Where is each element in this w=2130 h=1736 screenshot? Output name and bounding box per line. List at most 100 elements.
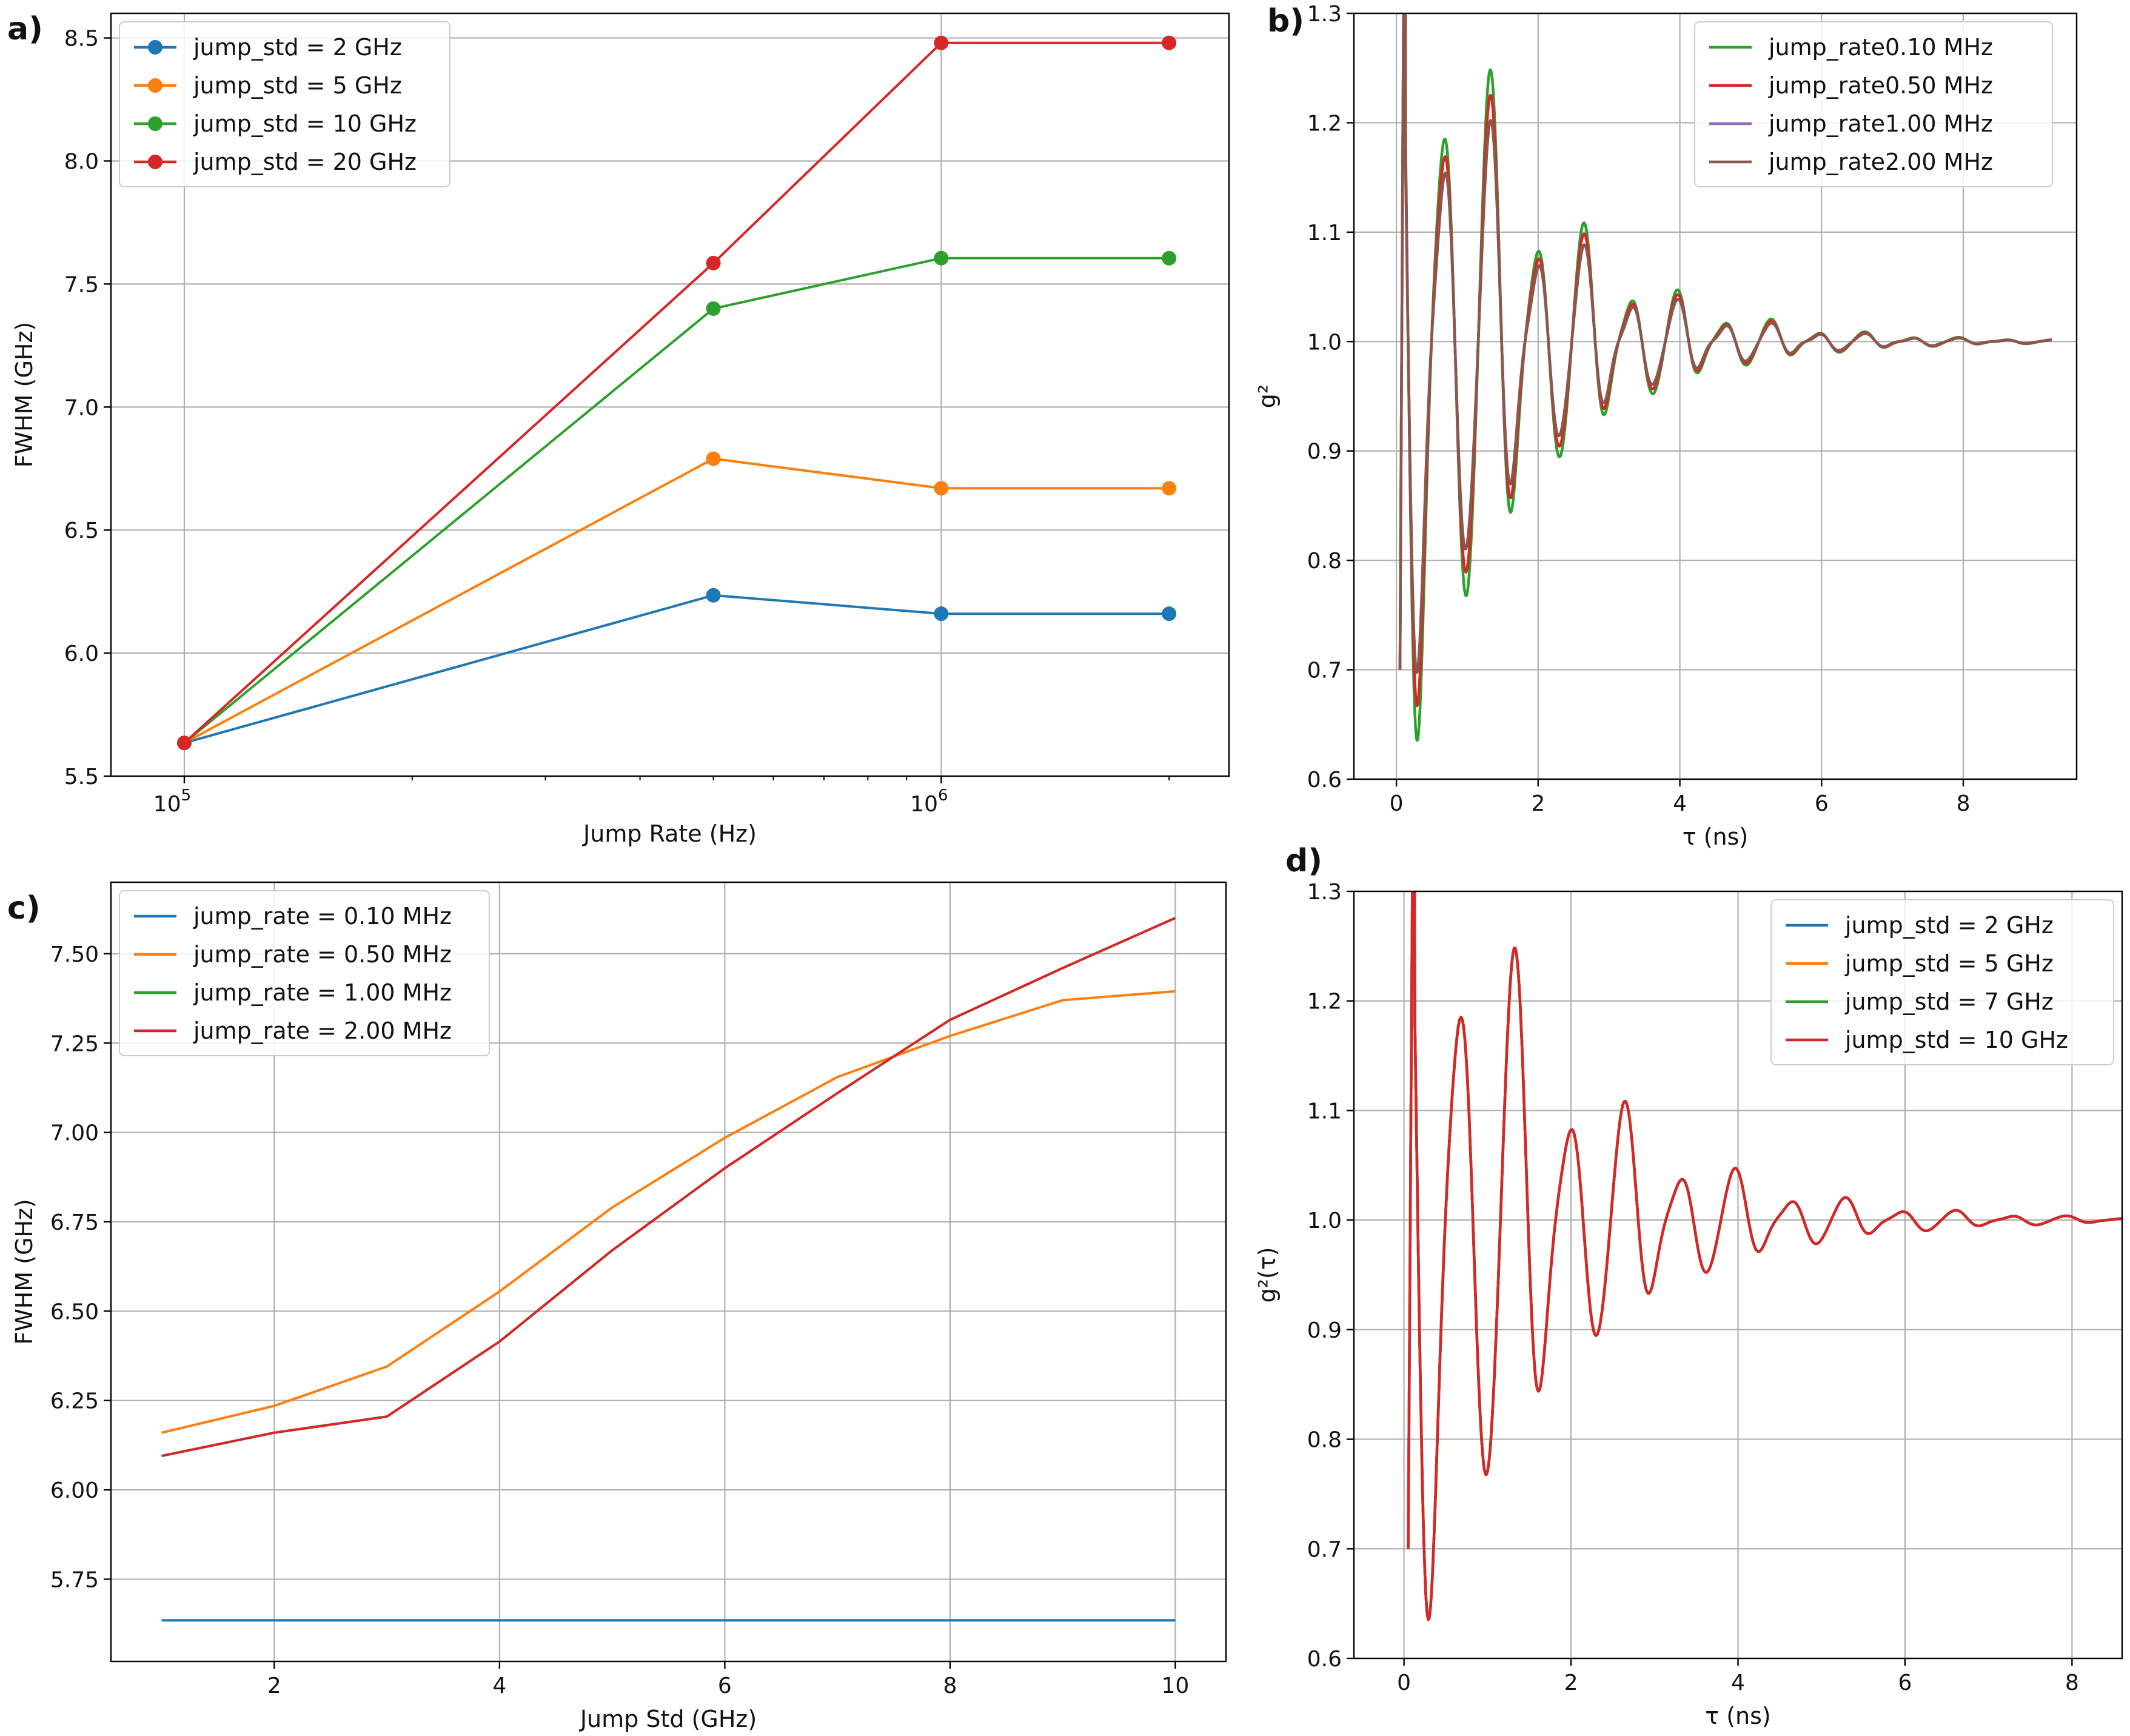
x-tick-label: 106 (910, 786, 948, 817)
data-point (1162, 250, 1177, 266)
y-tick-label: 1.2 (1307, 990, 1342, 1014)
series-line-1 (184, 594, 1170, 745)
y-tick-label: 1.1 (1307, 221, 1342, 246)
panel-c: 2 4 6 8 10 5.75 6.00 6.25 6.50 6.75 7.00 7.25 7.50 Ju… (7, 881, 1227, 1732)
legend: jump_std = 2 GHz jump_std = 5 GHz jump_std… (1770, 899, 2114, 1065)
data-point (706, 588, 721, 603)
y-tick-label: 7.50 (50, 942, 99, 967)
legend-marker (148, 40, 162, 55)
data-point (706, 451, 721, 466)
legend-entry: jump_std = 7 GHz (1844, 988, 2054, 1015)
panel-b: 0 2 4 6 8 0.6 0.7 0.8 0.9 1.0 1.1 1.2 1.3 τ (ns) g² b) j… (1254, 2, 2078, 850)
legend-entry: jump_std = 5 GHz (193, 72, 402, 99)
y-axis-label: g² (1254, 384, 1281, 408)
legend-entry: jump_rate = 0.10 MHz (193, 903, 452, 930)
y-tick-label: 0.9 (1307, 440, 1342, 464)
y-tick-label: 0.8 (1307, 549, 1342, 574)
legend-marker (148, 155, 162, 169)
x-tick-label: 4 (1731, 1671, 1745, 1695)
series-line-2 (161, 990, 1176, 1434)
x-tick-label: 8 (2065, 1671, 2079, 1695)
x-tick-label: 10 (1162, 1674, 1190, 1698)
legend-entry: jump_std = 10 GHz (193, 110, 417, 137)
panel-label: a) (7, 11, 43, 47)
plot-area (1407, 891, 2122, 1621)
y-tick-label: 0.6 (1307, 768, 1342, 793)
panel-a: 105 106 5.5 6.0 6.5 7.0 7.5 8.0 8.5 Jump Rate (Hz… (7, 11, 1230, 847)
x-tick-label: 6 (1898, 1671, 1912, 1695)
y-tick-label: 7.0 (64, 395, 99, 420)
data-point (176, 736, 192, 751)
y-tick-label: 6.00 (50, 1478, 99, 1503)
x-tick-label: 0 (1390, 791, 1404, 816)
x-axis-label: Jump Std (GHz) (579, 1706, 757, 1732)
series-line-4 (161, 917, 1176, 1458)
series-line-4 (1407, 891, 2122, 1621)
legend-box (119, 890, 490, 1056)
x-tick-label: 4 (1673, 791, 1687, 816)
y-tick-label: 1.1 (1307, 1099, 1342, 1124)
plot-area (176, 35, 1177, 751)
panel-label: d) (1285, 843, 1322, 879)
legend: jump_rate0.10 MHz jump_rate0.50 MHz jump_r… (1694, 21, 2053, 187)
y-tick-label: 1.0 (1307, 330, 1342, 355)
y-tick-label: 0.7 (1307, 659, 1342, 683)
series-line-1 (1407, 891, 2122, 1621)
axes-frame (110, 12, 1230, 777)
legend-entry: jump_rate = 0.50 MHz (193, 941, 452, 968)
data-point (934, 35, 949, 50)
axes-frame (110, 881, 1227, 1663)
legend-entry: jump_rate = 1.00 MHz (193, 979, 452, 1006)
series-line-3 (183, 256, 1170, 744)
x-tick-label: 2 (1531, 791, 1545, 816)
data-point (934, 606, 949, 622)
y-axis-label: g²(τ) (1254, 1247, 1281, 1303)
legend-entry: jump_std = 20 GHz (193, 149, 417, 175)
y-tick-label: 1.3 (1307, 2, 1342, 27)
x-tick-label: 2 (267, 1674, 281, 1698)
legend-box (119, 21, 450, 187)
y-tick-label: 6.5 (64, 518, 99, 543)
series-line-3 (1407, 891, 2122, 1621)
series-line-2 (1407, 891, 2122, 1621)
series-line-2 (184, 457, 1170, 744)
plot-area (161, 917, 1176, 1622)
y-tick-label: 7.5 (64, 272, 99, 297)
panel-d: 0 2 4 6 8 0.6 0.7 0.8 0.9 1.0 1.1 1.2 1.3 τ (ns) g²(τ)… (1254, 843, 2123, 1729)
x-axis-label: τ (ns) (1705, 1703, 1771, 1729)
panel-label: c) (7, 890, 41, 927)
y-tick-label: 7.00 (50, 1121, 99, 1146)
data-point (1162, 35, 1177, 50)
y-tick-label: 1.2 (1307, 111, 1342, 136)
panel-label: b) (1267, 3, 1304, 39)
legend-entry: jump_std = 10 GHz (1844, 1027, 2068, 1053)
y-axis-label: FWHM (GHz) (11, 1199, 38, 1345)
x-tick-label: 2 (1564, 1671, 1578, 1695)
legend-entry: jump_std = 5 GHz (1844, 950, 2054, 977)
data-point (706, 301, 721, 316)
y-axis-label: FWHM (GHz) (11, 322, 38, 468)
legend-marker (148, 116, 162, 131)
legend-entry: jump_rate2.00 MHz (1768, 149, 1993, 175)
data-point (1162, 606, 1177, 622)
legend-entry: jump_std = 2 GHz (193, 34, 402, 61)
legend-entry: jump_rate0.10 MHz (1768, 34, 1993, 61)
y-tick-label: 6.0 (64, 642, 99, 666)
axes-frame (1353, 890, 2123, 1660)
y-tick-label: 0.7 (1307, 1537, 1342, 1562)
data-point (1162, 481, 1177, 496)
x-tick-label: 6 (1815, 791, 1829, 816)
x-tick-label: 8 (943, 1674, 957, 1698)
x-axis-label: τ (ns) (1683, 823, 1749, 850)
x-tick-label: 8 (1957, 791, 1971, 816)
series-line-4 (183, 41, 1170, 744)
x-axis-label: Jump Rate (Hz) (582, 820, 757, 847)
y-tick-label: 5.5 (64, 765, 99, 789)
legend: jump_std = 2 GHz jump_std = 5 GHz jump_std… (119, 21, 450, 187)
legend-entry: jump_std = 2 GHz (1844, 912, 2054, 939)
y-tick-label: 6.25 (50, 1389, 99, 1414)
legend-marker (148, 78, 162, 93)
series-line-4 (1398, 13, 2053, 674)
data-point (706, 255, 721, 270)
